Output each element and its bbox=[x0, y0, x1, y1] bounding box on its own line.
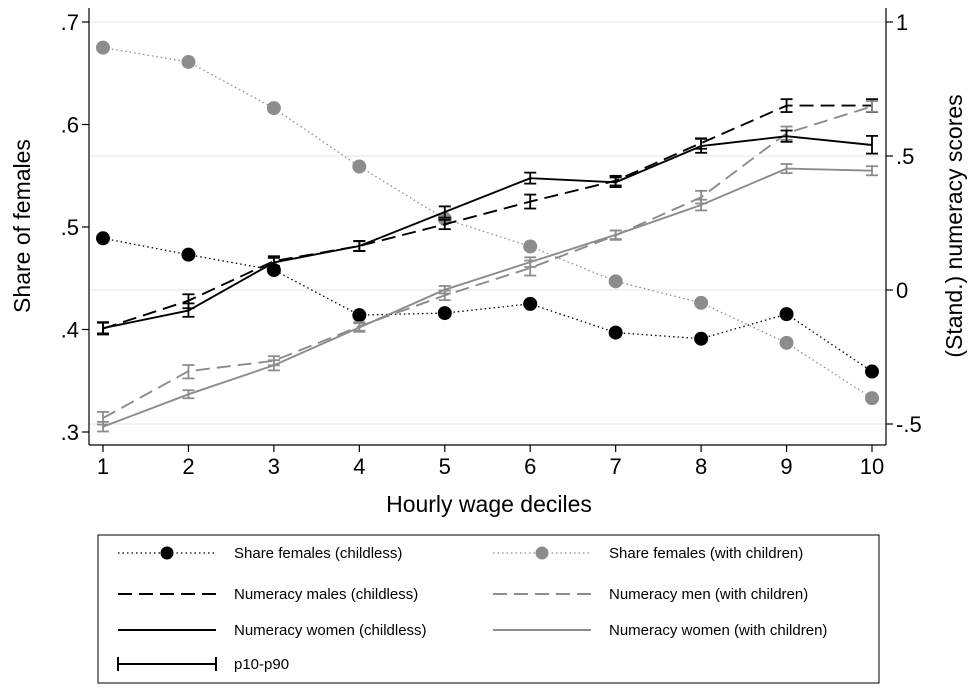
point-1-1 bbox=[181, 54, 196, 69]
x-tick-label: 3 bbox=[268, 454, 280, 479]
point-1-8 bbox=[779, 335, 794, 350]
point-1-7 bbox=[694, 295, 709, 310]
y-left-tick-label: .4 bbox=[61, 318, 79, 343]
x-tick-label: 1 bbox=[97, 454, 109, 479]
y-left-tick-label: .3 bbox=[61, 420, 79, 445]
legend-item: Share females (with children) bbox=[493, 545, 803, 562]
axes-layer: .3 .4 .5 .6 .7 -.5 0 .5 1 1 2 3 4 5 6 7 8 9 10 bbox=[61, 8, 922, 479]
legend-item: Share females (childless) bbox=[118, 545, 402, 562]
y-left-tick-label: .5 bbox=[61, 215, 79, 240]
series-line-1 bbox=[102, 46, 873, 399]
legend-swatch-marker bbox=[160, 546, 174, 560]
legend-item: Numeracy males (childless) bbox=[118, 586, 418, 603]
point-0-5 bbox=[523, 296, 538, 311]
point-1-5 bbox=[523, 239, 538, 254]
x-tick-label: 6 bbox=[524, 454, 536, 479]
legend-label: p10-p90 bbox=[234, 656, 289, 673]
y-right-tick-label: -.5 bbox=[896, 412, 922, 437]
point-0-3 bbox=[352, 308, 367, 323]
x-tick-label: 9 bbox=[780, 454, 792, 479]
legend-box bbox=[97, 534, 880, 684]
series-line-5 bbox=[102, 167, 873, 428]
legend-item: Numeracy women (with children) bbox=[493, 622, 827, 639]
point-0-9 bbox=[865, 364, 879, 379]
x-tick-label: 5 bbox=[439, 454, 451, 479]
point-0-1 bbox=[181, 247, 196, 262]
y-right-tick-label: 1 bbox=[896, 10, 908, 35]
x-tick-label: 7 bbox=[610, 454, 622, 479]
x-tick-label: 4 bbox=[353, 454, 365, 479]
point-1-3 bbox=[352, 159, 367, 174]
legend-label: Share females (childless) bbox=[234, 545, 402, 562]
legend-item: Numeracy men (with children) bbox=[493, 586, 808, 603]
series-line-4 bbox=[102, 135, 873, 330]
y-left-tick-label: .6 bbox=[61, 113, 79, 138]
legend-item: Numeracy women (childless) bbox=[118, 622, 427, 639]
y-left-tick-label: .7 bbox=[61, 10, 79, 35]
point-1-6 bbox=[608, 274, 623, 289]
x-tick-label: 10 bbox=[860, 454, 884, 479]
point-0-0 bbox=[96, 231, 110, 246]
point-0-6 bbox=[608, 325, 623, 340]
legend-swatch-marker bbox=[535, 546, 549, 560]
series-layer bbox=[96, 40, 879, 433]
point-0-7 bbox=[694, 331, 709, 346]
legend-label: Numeracy women (with children) bbox=[609, 622, 827, 639]
series-line-2 bbox=[102, 104, 872, 330]
legend-layer: Share females (childless) Share females (… bbox=[97, 534, 880, 684]
legend-label: Numeracy males (childless) bbox=[234, 586, 418, 603]
grid-layer bbox=[89, 21, 886, 425]
x-tick-label: 2 bbox=[182, 454, 194, 479]
point-1-0 bbox=[96, 40, 110, 55]
y-right-tick-label: 0 bbox=[896, 278, 908, 303]
y-axis-title-right: (Stand.) numeracy scores bbox=[941, 94, 967, 357]
legend-label: Numeracy men (with children) bbox=[609, 586, 808, 603]
point-1-9 bbox=[865, 391, 879, 406]
y-axis-title-left: Share of females bbox=[9, 139, 35, 313]
point-0-4 bbox=[437, 306, 452, 321]
y-right-tick-label: .5 bbox=[896, 144, 914, 169]
series-line-0 bbox=[102, 237, 873, 373]
point-1-2 bbox=[266, 101, 281, 116]
point-0-8 bbox=[779, 307, 794, 322]
legend-item: p10-p90 bbox=[117, 656, 289, 673]
x-tick-label: 8 bbox=[695, 454, 707, 479]
legend-label: Numeracy women (childless) bbox=[234, 622, 427, 639]
x-axis-title: Hourly wage deciles bbox=[386, 491, 592, 517]
legend-label: Share females (with children) bbox=[609, 545, 803, 562]
series-line-3 bbox=[102, 105, 873, 419]
